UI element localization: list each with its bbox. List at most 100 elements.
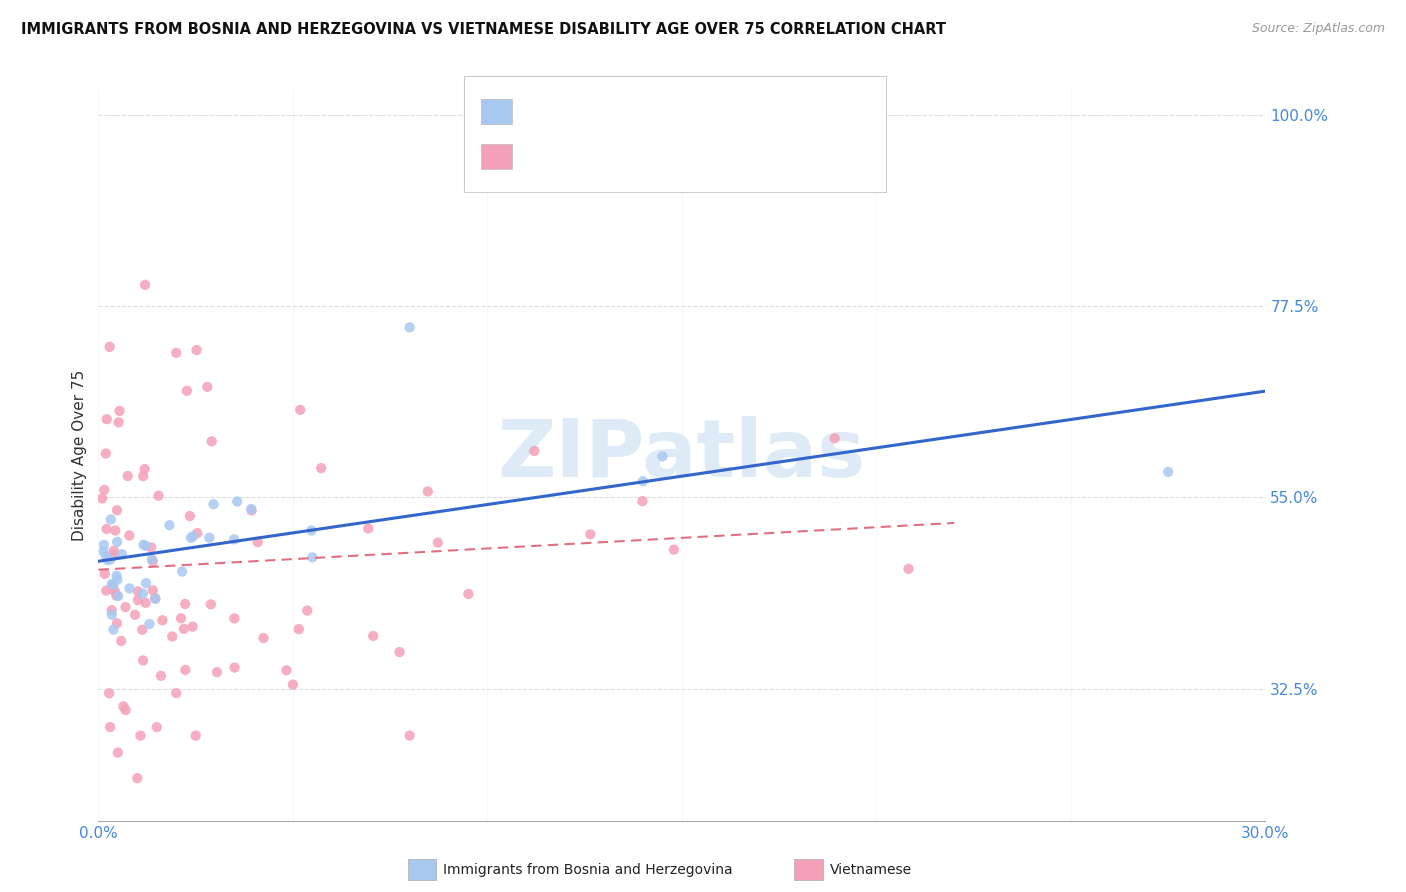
Point [143,591,166,606]
Point [107,415,129,429]
Point [93,544,115,558]
Point [240,502,263,516]
Point [579,527,602,541]
Point [181,529,204,543]
Point [132,538,155,552]
Point [117,469,139,483]
Point [131,623,153,637]
Text: R =: R = [523,149,557,163]
Point [179,509,201,524]
Point [107,589,129,603]
Text: N =: N = [626,149,659,163]
Point [170,611,193,625]
Point [103,623,125,637]
Text: R =: R = [523,104,557,119]
Point [297,603,319,617]
Point [100,512,122,526]
Point [134,462,156,476]
Point [104,524,127,538]
Point [101,577,124,591]
Point [205,665,228,680]
Point [142,583,165,598]
Point [361,629,384,643]
Text: 0.171: 0.171 [560,149,603,163]
Point [200,598,222,612]
Point [290,402,312,417]
Point [224,533,246,547]
Text: Source: ZipAtlas.com: Source: ZipAtlas.com [1251,22,1385,36]
Point [141,552,163,566]
Point [127,771,149,785]
Point [94,566,117,581]
Point [301,524,323,538]
Point [897,562,920,576]
Point [357,521,380,535]
Point [118,582,141,596]
Point [224,660,246,674]
Point [159,518,181,533]
Point [141,541,163,555]
Point [124,607,146,622]
Point [108,404,131,418]
Point [103,543,125,558]
Point [114,600,136,615]
Point [184,729,207,743]
Point [174,663,197,677]
Point [149,669,172,683]
Point [101,607,124,622]
Point [165,686,187,700]
Point [94,549,117,564]
Text: N =: N = [626,104,659,119]
Point [96,522,118,536]
Point [118,528,141,542]
Point [160,630,183,644]
Point [1157,465,1180,479]
Point [288,622,311,636]
Point [226,494,249,508]
Point [100,603,122,617]
Point [103,577,125,591]
Point [631,494,654,508]
Point [135,596,157,610]
Point [101,579,124,593]
Point [104,584,127,599]
Point [96,412,118,426]
Point [103,549,125,563]
Point [105,534,128,549]
Point [388,645,411,659]
Point [398,320,420,334]
Point [132,469,155,483]
Point [246,535,269,549]
Point [176,384,198,398]
Point [93,538,115,552]
Text: 75: 75 [661,149,681,163]
Point [135,576,157,591]
Point [181,620,204,634]
Y-axis label: Disability Age Over 75: Disability Age Over 75 [72,369,87,541]
Point [145,591,167,606]
Text: IMMIGRANTS FROM BOSNIA AND HERZEGOVINA VS VIETNAMESE DISABILITY AGE OVER 75 CORR: IMMIGRANTS FROM BOSNIA AND HERZEGOVINA V… [21,22,946,37]
Point [201,434,224,449]
Point [98,686,121,700]
Point [173,622,195,636]
Point [134,277,156,292]
Point [416,484,439,499]
Point [107,746,129,760]
Point [252,631,274,645]
Point [662,542,685,557]
Point [135,539,157,553]
Point [224,611,246,625]
Point [105,568,128,582]
Text: Immigrants from Bosnia and Herzegovina: Immigrants from Bosnia and Herzegovina [443,863,733,877]
Text: Vietnamese: Vietnamese [830,863,911,877]
Text: 0.519: 0.519 [560,104,603,119]
Point [98,552,121,566]
Point [110,634,132,648]
Point [105,503,128,517]
Text: ZIPatlas: ZIPatlas [498,416,866,494]
Point [132,587,155,601]
Point [127,584,149,599]
Point [523,444,546,458]
Point [195,380,218,394]
Point [91,491,114,506]
